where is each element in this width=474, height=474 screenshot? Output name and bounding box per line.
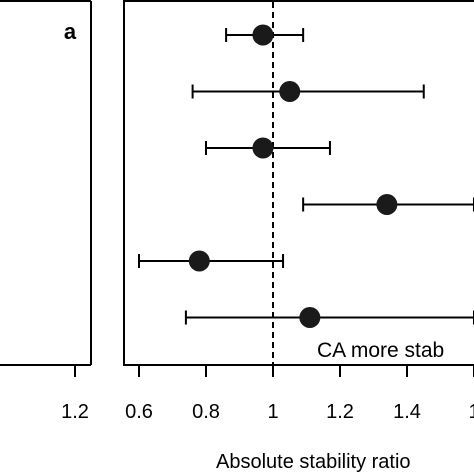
point-estimate (279, 81, 301, 102)
x-tick-label: 1.2 (326, 401, 354, 423)
panel-label: a (64, 19, 77, 44)
estimate-row (205, 137, 331, 159)
x-tick-label: 1 (468, 401, 474, 423)
point-estimate (188, 250, 210, 272)
estimate-row (225, 24, 305, 46)
point-estimate (252, 137, 274, 159)
estimate-row (191, 81, 425, 102)
point-estimate (376, 194, 398, 215)
x-tick-label: 1.4 (393, 401, 421, 423)
left-panel: a 1.2 (0, 0, 92, 423)
left-panel-tick-label: 1.2 (61, 401, 89, 423)
x-tick-label: 0.8 (192, 401, 220, 423)
x-axis-label: Absolute stability ratio (216, 451, 411, 473)
estimate-row (138, 250, 285, 272)
point-estimate (252, 24, 274, 46)
plot-frame (123, 0, 474, 366)
point-estimate (299, 307, 321, 328)
annotation: CA more stab (317, 339, 444, 362)
x-tick-label: 0.6 (125, 401, 153, 423)
x-tick-label: 1 (267, 401, 278, 423)
estimate-row (184, 307, 474, 328)
estimate-row (302, 194, 474, 215)
